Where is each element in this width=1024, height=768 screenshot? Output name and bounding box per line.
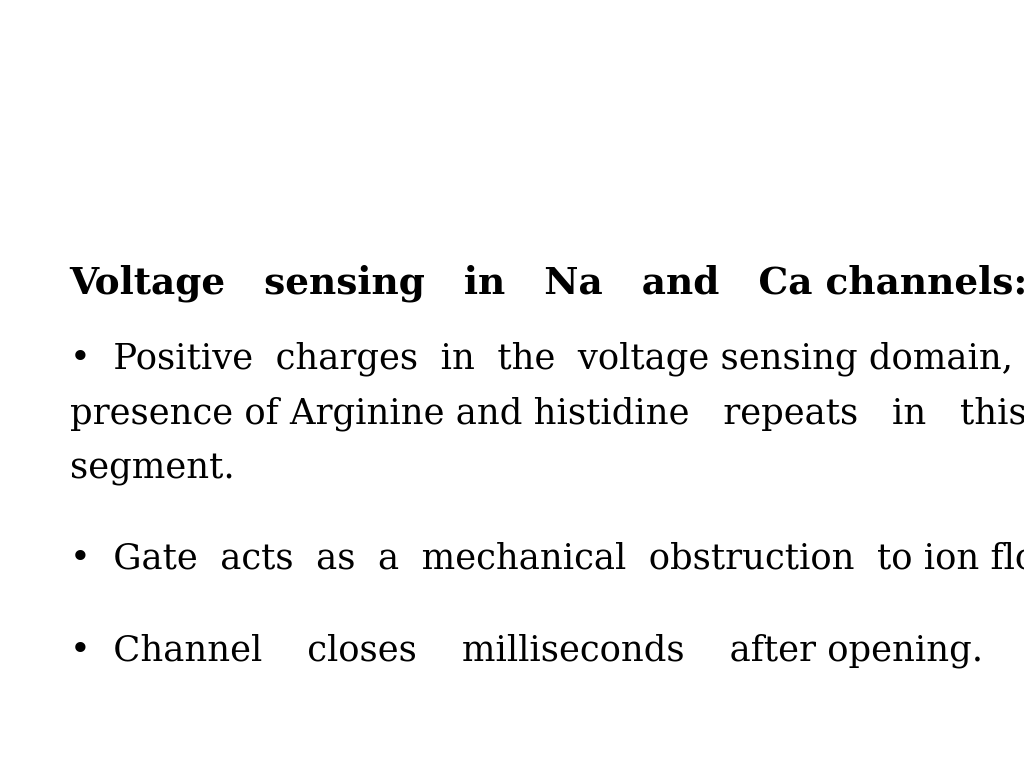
Text: •  Gate  acts  as  a  mechanical  obstruction  to ion flow.: • Gate acts as a mechanical obstruction … — [70, 541, 1024, 575]
Text: Voltage   sensing   in   Na   and   Ca channels:: Voltage sensing in Na and Ca channels: — [70, 265, 1024, 303]
Text: •  Positive  charges  in  the  voltage sensing domain,
presence of Arginine and : • Positive charges in the voltage sensin… — [70, 342, 1024, 486]
Text: •  Channel    closes    milliseconds    after opening.: • Channel closes milliseconds after open… — [70, 634, 983, 668]
